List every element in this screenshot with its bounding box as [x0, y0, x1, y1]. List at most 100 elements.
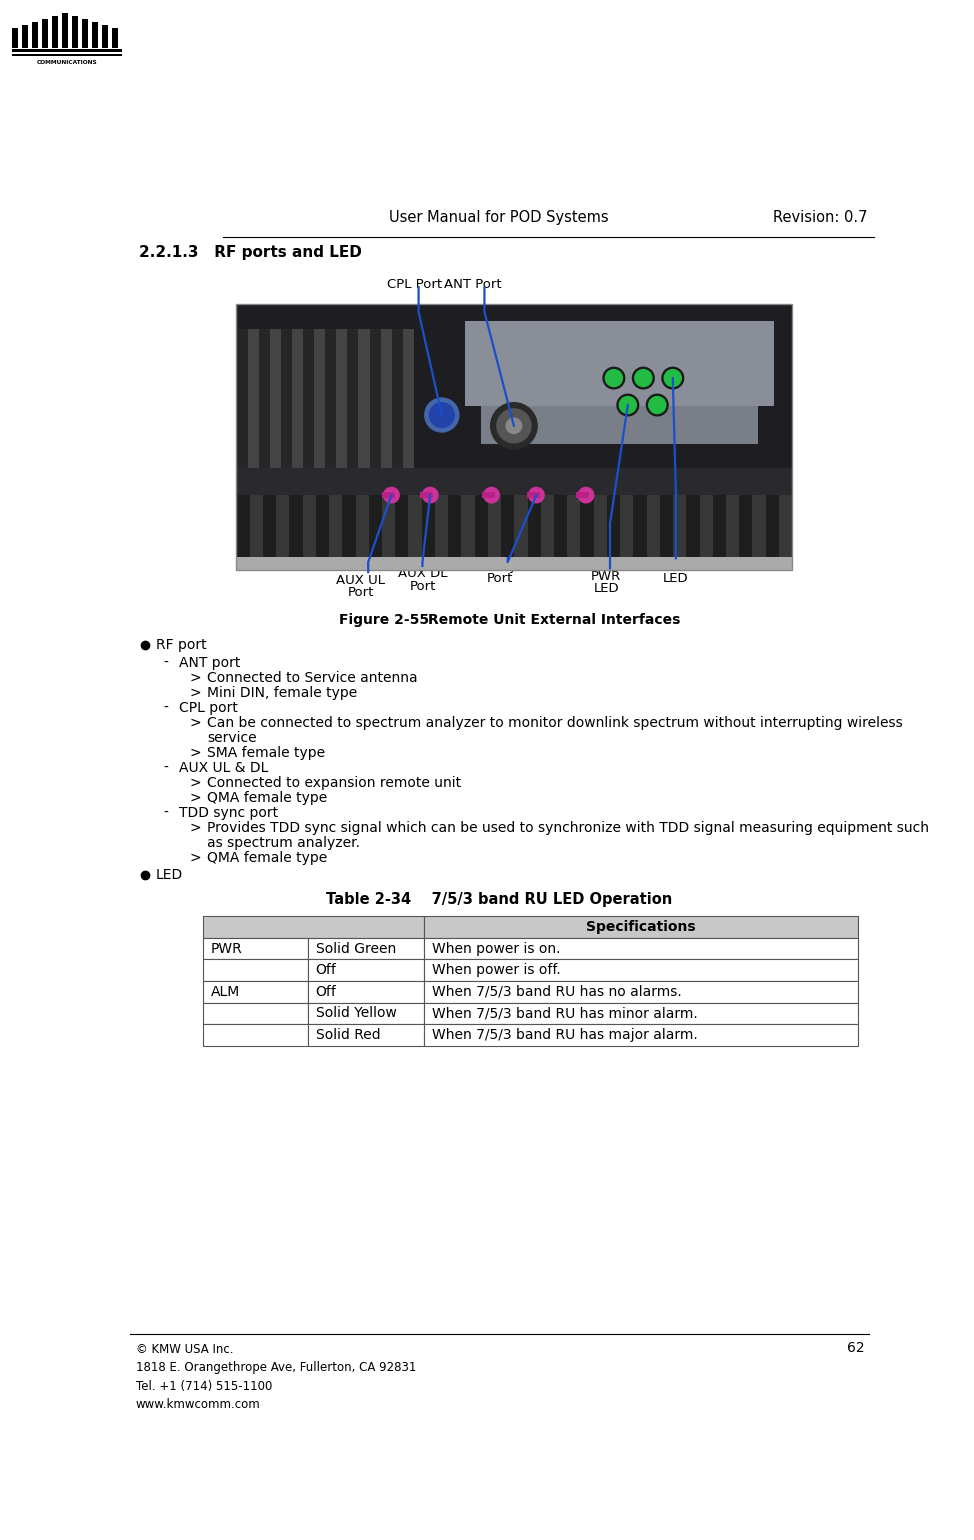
Text: QMA female type: QMA female type — [207, 790, 327, 805]
Bar — [501, 494, 514, 570]
Bar — [421, 491, 427, 499]
Bar — [52, 15, 57, 48]
Bar — [237, 556, 792, 570]
Circle shape — [632, 367, 655, 388]
Bar — [527, 491, 533, 499]
Bar — [581, 494, 594, 570]
Circle shape — [497, 408, 531, 444]
Text: COMMUNICATIONS: COMMUNICATIONS — [37, 60, 97, 65]
Text: When 7/5/3 band RU has no alarms.: When 7/5/3 band RU has no alarms. — [431, 984, 682, 999]
Circle shape — [664, 370, 681, 387]
Text: PWR: PWR — [211, 941, 243, 956]
Bar — [204, 1024, 308, 1046]
Bar — [392, 328, 403, 468]
Bar — [12, 49, 122, 52]
Bar — [659, 494, 673, 570]
Bar — [263, 494, 277, 570]
Text: CPL Port: CPL Port — [387, 279, 442, 291]
Bar — [308, 1003, 424, 1024]
Text: AUX UL: AUX UL — [336, 573, 385, 587]
Text: TDD sync port: TDD sync port — [179, 805, 279, 819]
Bar — [713, 494, 726, 570]
Text: Revision: 0.7: Revision: 0.7 — [772, 209, 867, 225]
Bar — [766, 494, 779, 570]
Text: as spectrum analyzer.: as spectrum analyzer. — [207, 836, 360, 850]
Text: 2.2.1.3   RF ports and LED: 2.2.1.3 RF ports and LED — [139, 245, 361, 260]
Text: PWR: PWR — [591, 570, 621, 582]
Bar — [92, 22, 98, 48]
Bar — [620, 494, 633, 570]
Bar — [237, 303, 792, 570]
Bar — [112, 28, 118, 48]
Circle shape — [619, 396, 636, 413]
Bar — [567, 494, 581, 570]
Bar — [82, 18, 88, 48]
Bar — [422, 494, 435, 570]
Text: Remote Unit External Interfaces: Remote Unit External Interfaces — [428, 613, 680, 627]
Text: Can be connected to spectrum analyzer to monitor downlink spectrum without inter: Can be connected to spectrum analyzer to… — [207, 716, 903, 730]
Text: -: - — [164, 701, 169, 715]
Text: 62: 62 — [846, 1341, 864, 1355]
Bar — [204, 959, 308, 981]
Bar — [249, 494, 263, 570]
Bar — [382, 491, 389, 499]
Text: >: > — [190, 745, 202, 759]
Bar — [336, 328, 348, 468]
Text: Port: Port — [487, 571, 513, 585]
Bar — [424, 1003, 858, 1024]
Text: Off: Off — [316, 984, 336, 999]
Circle shape — [484, 487, 500, 502]
Bar — [424, 916, 858, 938]
Bar — [480, 325, 758, 444]
Bar — [308, 981, 424, 1003]
Bar — [739, 494, 753, 570]
Bar — [348, 328, 358, 468]
Bar — [204, 1003, 308, 1024]
Bar — [369, 328, 381, 468]
Text: >: > — [190, 850, 202, 865]
Text: >: > — [190, 685, 202, 699]
Text: -: - — [164, 805, 169, 819]
Text: CPL port: CPL port — [179, 701, 238, 715]
Bar — [32, 22, 38, 48]
Bar — [577, 491, 582, 499]
Bar — [356, 494, 369, 570]
Bar — [528, 494, 541, 570]
Text: Provides TDD sync signal which can be used to synchronize with TDD signal measur: Provides TDD sync signal which can be us… — [207, 821, 929, 835]
Bar — [726, 494, 739, 570]
Bar — [607, 494, 620, 570]
Text: Figure 2-55: Figure 2-55 — [339, 613, 429, 627]
Text: LED: LED — [156, 869, 183, 882]
Text: ANT port: ANT port — [179, 656, 241, 670]
Text: ALM: ALM — [662, 559, 690, 573]
Bar — [474, 494, 488, 570]
Text: User Manual for POD Systems: User Manual for POD Systems — [390, 209, 609, 225]
Bar — [12, 54, 122, 55]
Bar — [435, 494, 448, 570]
Text: When 7/5/3 band RU has minor alarm.: When 7/5/3 band RU has minor alarm. — [431, 1006, 697, 1021]
Bar — [779, 494, 792, 570]
Bar — [462, 494, 474, 570]
Bar — [382, 494, 395, 570]
Text: AUX UL & DL: AUX UL & DL — [179, 761, 269, 775]
Bar — [482, 491, 488, 499]
Bar — [342, 494, 356, 570]
Bar — [277, 494, 289, 570]
Bar — [673, 494, 687, 570]
Circle shape — [603, 367, 624, 388]
Bar — [582, 491, 589, 499]
Bar — [358, 328, 369, 468]
Bar — [594, 494, 607, 570]
Circle shape — [662, 367, 684, 388]
Bar — [488, 494, 501, 570]
Bar — [541, 494, 554, 570]
Text: >: > — [190, 790, 202, 805]
Text: Solid Red: Solid Red — [316, 1027, 380, 1043]
Bar — [533, 491, 540, 499]
Bar — [369, 494, 382, 570]
Circle shape — [617, 394, 639, 416]
Bar — [270, 328, 281, 468]
Bar — [465, 320, 773, 407]
Bar — [427, 491, 433, 499]
Bar — [448, 494, 462, 570]
